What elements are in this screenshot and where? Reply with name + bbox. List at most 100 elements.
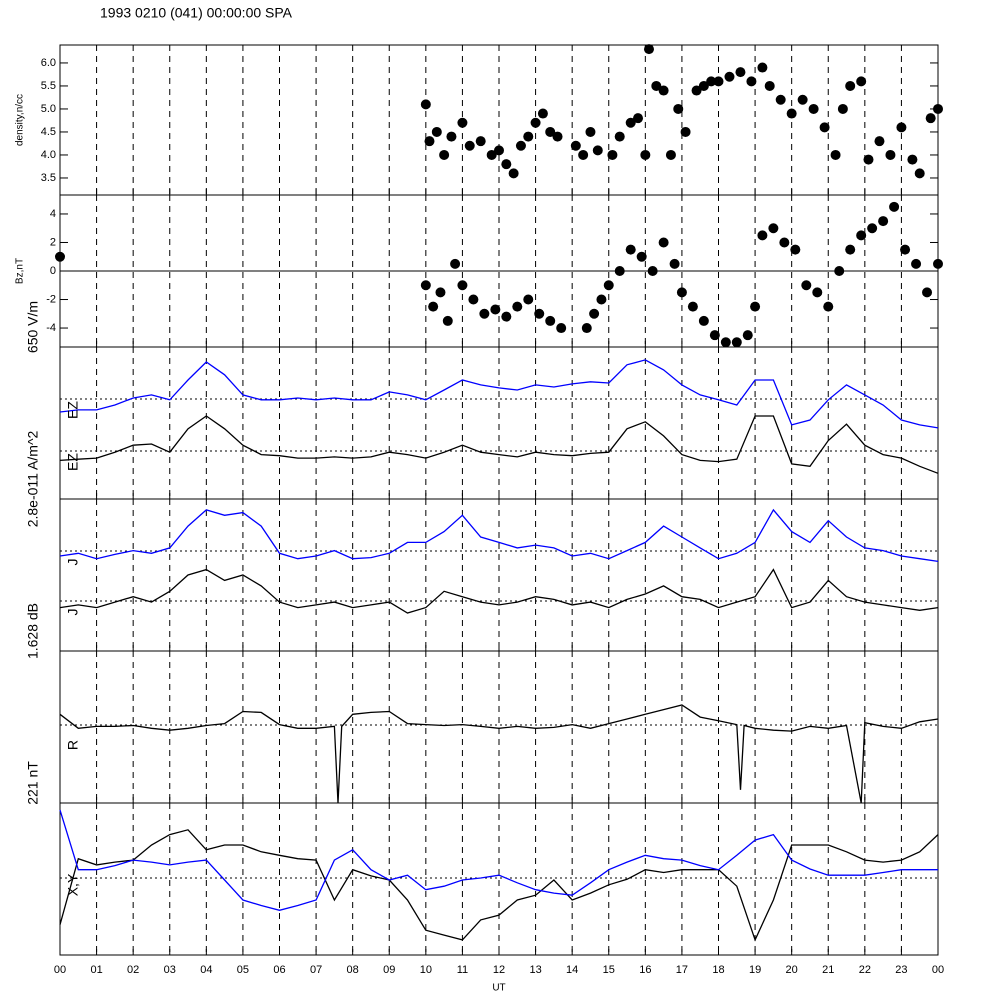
data-point	[464, 140, 475, 151]
data-point	[603, 280, 614, 291]
data-point	[523, 131, 534, 142]
x-tick-label: 22	[859, 964, 871, 976]
data-point	[742, 330, 753, 341]
y-tick-label: 4.0	[41, 149, 56, 161]
series-label: J	[65, 609, 81, 616]
x-tick-label: 08	[347, 964, 359, 976]
data-point	[614, 266, 625, 276]
x-tick-label: 20	[786, 964, 798, 976]
data-point	[779, 237, 790, 248]
data-point	[925, 113, 936, 124]
data-point	[900, 244, 911, 255]
x-tick-label: 03	[164, 964, 176, 976]
data-point	[420, 280, 431, 291]
data-point	[435, 287, 446, 298]
data-point	[889, 201, 900, 212]
data-point	[658, 237, 669, 248]
data-point	[797, 94, 808, 105]
data-point	[570, 140, 581, 151]
data-point	[896, 122, 907, 133]
data-line	[59, 704, 939, 804]
data-point	[428, 301, 439, 312]
data-point	[687, 301, 698, 312]
x-tick-label: 16	[639, 964, 651, 976]
data-point	[468, 294, 479, 305]
data-point	[581, 323, 592, 334]
scale-label: 2.8e-011 A/m^2	[25, 430, 41, 527]
data-point	[830, 149, 841, 160]
data-point	[911, 258, 922, 269]
data-point	[442, 315, 453, 326]
data-point	[55, 251, 65, 262]
y-tick-label: 4	[50, 208, 56, 220]
data-point	[501, 159, 512, 170]
x-tick-label: 15	[603, 964, 615, 976]
y-tick-label: 5.0	[41, 103, 56, 115]
x-tick-label: 23	[895, 964, 907, 976]
data-point	[874, 136, 885, 147]
chart-title: 1993 0210 (041) 00:00:00 SPA	[100, 5, 293, 21]
x-tick-label: 19	[749, 964, 761, 976]
data-point	[757, 62, 768, 73]
series-label: X,Y	[65, 873, 81, 896]
x-tick-label: 10	[420, 964, 432, 976]
data-point	[552, 131, 563, 142]
x-tick-label: 01	[90, 964, 102, 976]
data-line	[59, 415, 939, 474]
data-point	[673, 103, 684, 114]
data-point	[457, 117, 468, 128]
x-tick-label: 00	[932, 964, 944, 976]
data-point	[757, 230, 768, 241]
y-axis-label: density,n/cc	[15, 94, 26, 146]
data-point	[669, 258, 680, 269]
x-tick-label: 12	[493, 964, 505, 976]
data-point	[647, 266, 658, 276]
scale-label: 1.628 dB	[25, 603, 41, 659]
data-point	[625, 244, 636, 255]
y-tick-label: 3.5	[41, 172, 56, 184]
series-label: J	[65, 559, 81, 566]
data-point	[907, 154, 918, 165]
data-point	[534, 308, 545, 319]
scale-label: 221 nT	[25, 761, 41, 805]
data-line	[59, 829, 939, 942]
data-point	[768, 223, 779, 234]
data-point	[490, 304, 501, 315]
data-point	[750, 301, 761, 312]
data-point	[735, 67, 746, 78]
data-point	[933, 258, 943, 269]
data-point	[731, 337, 742, 348]
data-point	[578, 149, 589, 160]
data-line	[59, 508, 939, 563]
y-tick-label: -4	[46, 322, 56, 334]
data-point	[658, 85, 669, 96]
y-tick-label: 6.0	[41, 57, 56, 69]
y-axis-label: Bz,nT	[15, 258, 26, 284]
data-point	[439, 149, 450, 160]
data-point	[698, 80, 709, 91]
data-point	[508, 168, 519, 179]
data-point	[475, 136, 486, 147]
x-tick-label: 17	[676, 964, 688, 976]
panel-frame	[59, 802, 939, 956]
data-point	[636, 251, 647, 262]
data-point	[501, 311, 512, 322]
data-point	[607, 149, 618, 160]
data-point	[922, 287, 933, 298]
data-point	[424, 136, 435, 147]
data-point	[845, 244, 856, 255]
series-label: R	[65, 740, 81, 750]
data-point	[680, 126, 691, 137]
y-tick-label: 0	[50, 265, 56, 277]
data-point	[823, 301, 834, 312]
data-point	[720, 337, 731, 348]
data-point	[878, 216, 889, 227]
y-tick-label: 4.5	[41, 126, 56, 138]
data-point	[556, 323, 567, 334]
data-point	[808, 103, 819, 114]
data-line	[59, 568, 939, 614]
x-tick-label: 21	[822, 964, 834, 976]
data-point	[523, 294, 534, 305]
